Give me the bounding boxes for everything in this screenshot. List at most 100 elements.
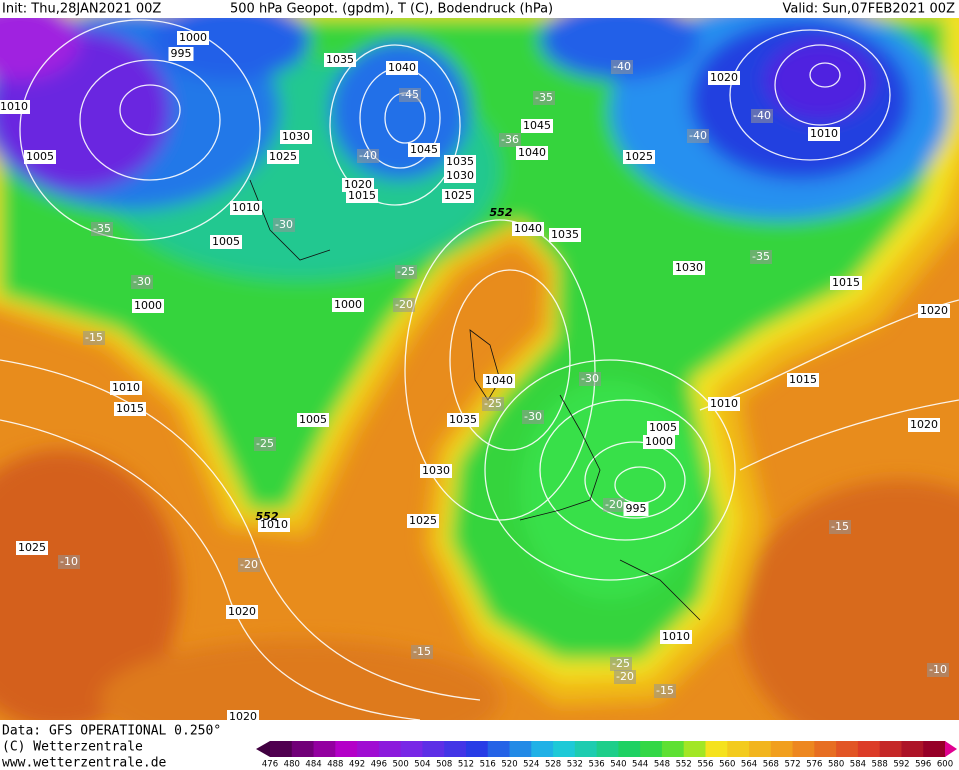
contour-label: 1010 (708, 397, 740, 411)
label-box (829, 520, 851, 534)
colorbar-label: 580 (828, 760, 844, 770)
pressure-label: 1005 (299, 413, 327, 426)
label-box (280, 130, 312, 144)
label-box (830, 276, 862, 290)
contour-label: -10 (927, 663, 949, 677)
pressure-label: 1035 (551, 228, 579, 241)
contour-label: -10 (58, 555, 80, 569)
contour-label: 1015 (114, 402, 146, 416)
pressure-label: 1005 (212, 235, 240, 248)
contour-label: -30 (131, 275, 153, 289)
pressure-label: 1045 (523, 119, 551, 132)
label-box (444, 169, 476, 183)
label-box (324, 53, 356, 67)
temperature-label: -10 (929, 663, 947, 676)
contour-label: 1035 (444, 155, 476, 169)
contour-label: 1000 (177, 31, 209, 45)
contour-label: 1030 (673, 261, 705, 275)
colorbar-label: 540 (610, 760, 626, 770)
colorbar-label: 536 (588, 760, 604, 770)
temperature-label: -40 (753, 109, 771, 122)
contour-label: -15 (411, 645, 433, 659)
contour-label: -35 (91, 222, 113, 236)
pressure-label: 1020 (229, 710, 257, 723)
temperature-label: -35 (752, 250, 770, 263)
pressure-label: 1040 (514, 222, 542, 235)
contour-label: 1035 (549, 228, 581, 242)
label-box (408, 143, 440, 157)
label-box (83, 331, 105, 345)
colorbar-end (945, 741, 957, 757)
temperature-label: -30 (524, 410, 542, 423)
colorbar-swatch (596, 741, 619, 757)
pressure-label: 1010 (232, 201, 260, 214)
colorbar-swatch (465, 741, 489, 757)
temperature-label: -20 (395, 298, 413, 311)
contour-label: 1010 (808, 127, 840, 141)
label-box (499, 133, 521, 147)
contour-label: 1025 (623, 150, 655, 164)
label-box (114, 402, 146, 416)
label-box (273, 218, 295, 232)
temperature-label: -20 (240, 558, 258, 571)
pressure-label: 1020 (228, 605, 256, 618)
label-box (750, 250, 772, 264)
pressure-label: 1040 (485, 374, 513, 387)
label-box (483, 374, 515, 388)
colorbar-swatch (814, 741, 837, 757)
colorbar-swatch (553, 741, 576, 757)
pressure-label: 995 (626, 502, 647, 515)
pressure-label: 1035 (446, 155, 474, 168)
contour-label: 1020 (227, 710, 259, 723)
temperature-label: -35 (93, 222, 111, 235)
contour-label: -15 (654, 684, 676, 698)
contour-label: -15 (829, 520, 851, 534)
colorbar-label: 500 (393, 760, 409, 770)
label-box (611, 60, 633, 74)
pressure-label: 1030 (422, 464, 450, 477)
temperature-label: -36 (501, 133, 519, 146)
label-box (386, 61, 418, 75)
contour-label: -30 (522, 410, 544, 424)
colorbar-swatch (770, 741, 794, 757)
colorbar-label: 476 (262, 760, 278, 770)
pressure-label: 1020 (344, 178, 372, 191)
contour-label: -35 (533, 91, 555, 105)
pressure-label: 1030 (675, 261, 703, 274)
colorbar-swatch (291, 741, 315, 757)
pressure-label: 1030 (282, 130, 310, 143)
contour-label: -25 (482, 397, 504, 411)
label-box (808, 127, 840, 141)
temperature-label: -40 (689, 129, 707, 142)
colorbar-label: 480 (284, 760, 300, 770)
colorbar-end (256, 741, 270, 757)
colorbar-swatch (313, 741, 336, 757)
temperature-label: -15 (413, 645, 431, 658)
contour-label: 1015 (346, 189, 378, 203)
temperature-label: -25 (256, 437, 274, 450)
pressure-label: 1000 (134, 299, 162, 312)
colorbar-label: 584 (850, 760, 866, 770)
temperature-label: -30 (133, 275, 151, 288)
init-time: Init: Thu,28JAN2021 00Z (2, 2, 161, 17)
colorbar-label: 556 (697, 760, 713, 770)
pressure-label: 995 (171, 47, 192, 60)
valid-time: Valid: Sun,07FEB2021 00Z (782, 2, 955, 17)
label-box (131, 275, 153, 289)
pressure-label: 1015 (348, 189, 376, 202)
contour-label: -20 (614, 670, 636, 684)
contour-label: -40 (611, 60, 633, 74)
colorbar-swatch (618, 741, 641, 757)
label-box (654, 684, 676, 698)
pressure-label: 1010 (0, 100, 28, 113)
label-box (399, 88, 421, 102)
pressure-label: 1000 (645, 435, 673, 448)
contour-label: -40 (687, 129, 709, 143)
pressure-label: 1025 (409, 514, 437, 527)
contour-label: 1000 (332, 298, 364, 312)
temperature-label: -20 (605, 498, 623, 511)
colorbar-label: 516 (480, 760, 496, 770)
colorbar-label: 576 (806, 760, 822, 770)
contour-label: 552 (256, 510, 279, 523)
